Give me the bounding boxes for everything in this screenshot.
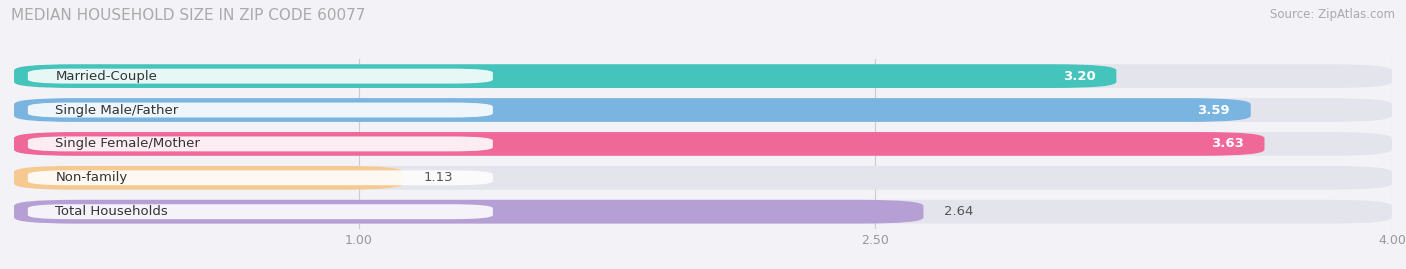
Text: Married-Couple: Married-Couple: [55, 70, 157, 83]
FancyBboxPatch shape: [14, 64, 1392, 88]
Text: 3.20: 3.20: [1063, 70, 1095, 83]
FancyBboxPatch shape: [14, 64, 1116, 88]
FancyBboxPatch shape: [14, 98, 1251, 122]
FancyBboxPatch shape: [14, 132, 1392, 156]
Text: 3.63: 3.63: [1211, 137, 1244, 150]
FancyBboxPatch shape: [28, 170, 494, 185]
Text: 1.13: 1.13: [425, 171, 454, 184]
FancyBboxPatch shape: [14, 98, 1392, 122]
Text: Single Female/Mother: Single Female/Mother: [55, 137, 200, 150]
FancyBboxPatch shape: [28, 102, 494, 118]
Text: Total Households: Total Households: [55, 205, 169, 218]
Text: Non-family: Non-family: [55, 171, 128, 184]
FancyBboxPatch shape: [28, 136, 494, 151]
FancyBboxPatch shape: [28, 204, 494, 219]
FancyBboxPatch shape: [14, 166, 1392, 190]
FancyBboxPatch shape: [28, 69, 494, 84]
FancyBboxPatch shape: [14, 132, 1264, 156]
Text: Source: ZipAtlas.com: Source: ZipAtlas.com: [1270, 8, 1395, 21]
Text: MEDIAN HOUSEHOLD SIZE IN ZIP CODE 60077: MEDIAN HOUSEHOLD SIZE IN ZIP CODE 60077: [11, 8, 366, 23]
FancyBboxPatch shape: [14, 200, 924, 224]
Text: 3.59: 3.59: [1198, 104, 1230, 116]
Text: 2.64: 2.64: [945, 205, 973, 218]
FancyBboxPatch shape: [14, 200, 1392, 224]
FancyBboxPatch shape: [14, 166, 404, 190]
Text: Single Male/Father: Single Male/Father: [55, 104, 179, 116]
